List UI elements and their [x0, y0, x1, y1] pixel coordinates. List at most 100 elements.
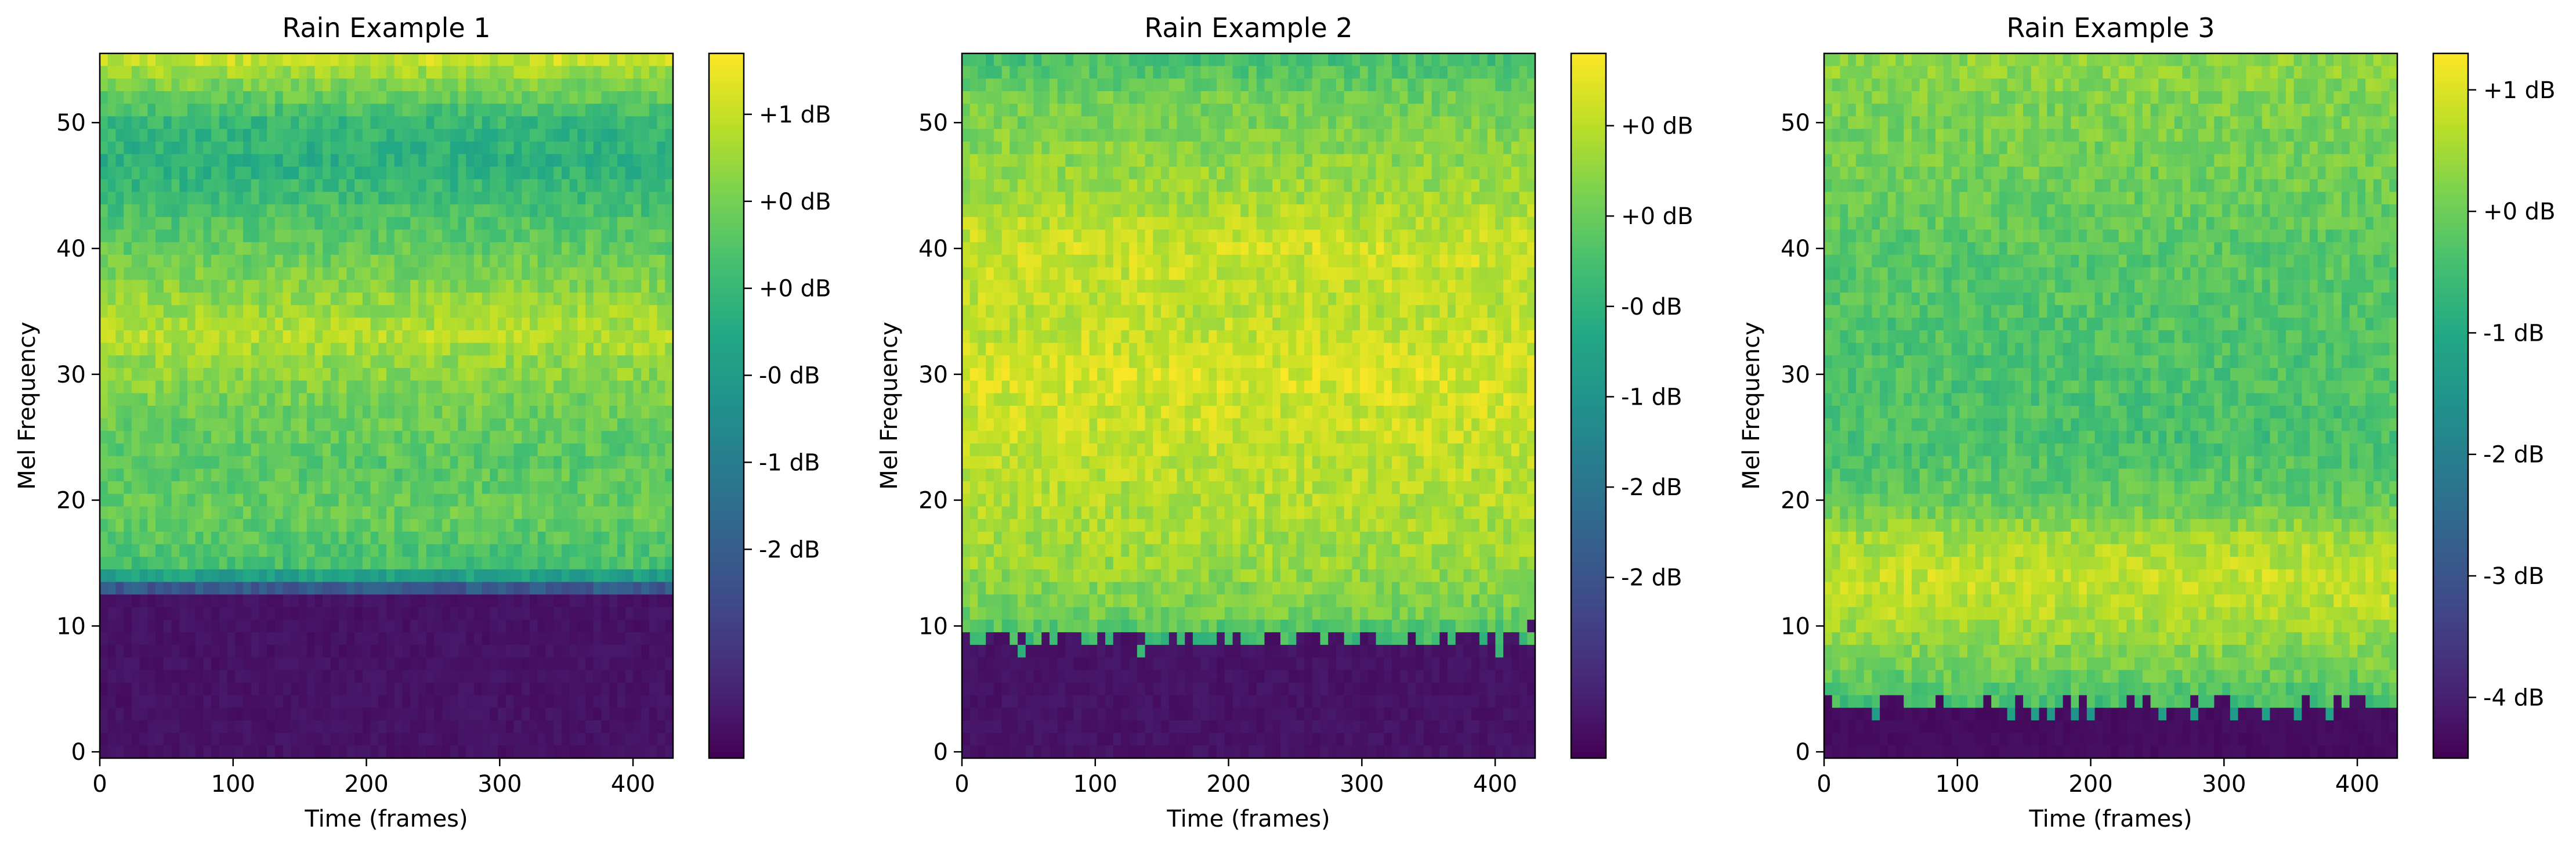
colorbar-step [709, 229, 744, 236]
heatmap-cell [346, 318, 355, 331]
heatmap-cell [625, 619, 634, 633]
heatmap-cell [577, 78, 586, 92]
heatmap-cell [505, 280, 515, 293]
heatmap-cell [1256, 154, 1265, 167]
heatmap-cell [1232, 66, 1242, 80]
heatmap-cell [473, 254, 483, 268]
heatmap-cell [219, 607, 228, 621]
heatmap-cell [545, 582, 554, 595]
heatmap-cell [450, 493, 459, 507]
heatmap-cell [235, 242, 244, 255]
heatmap-cell [466, 708, 475, 721]
heatmap-cell [665, 468, 674, 482]
heatmap-cell [522, 242, 530, 255]
heatmap-cell [641, 632, 650, 646]
heatmap-cell [537, 619, 547, 633]
heatmap-cell [649, 192, 658, 205]
x-tick-label: 100 [211, 771, 255, 798]
heatmap-cell [187, 305, 196, 319]
heatmap-cell [530, 103, 538, 117]
heatmap-cell [585, 192, 594, 205]
heatmap-cell [617, 91, 626, 104]
heatmap-cell [978, 53, 986, 67]
heatmap-cell [131, 632, 140, 646]
heatmap-cell [537, 632, 547, 646]
heatmap-cell [370, 582, 379, 595]
heatmap-cell [314, 682, 324, 696]
heatmap-cell [450, 66, 459, 80]
heatmap-cell [569, 53, 578, 67]
heatmap-cell [195, 594, 204, 608]
heatmap-cell [1399, 53, 1409, 67]
heatmap-cell [283, 280, 292, 293]
heatmap-cell [473, 644, 483, 658]
heatmap-cell [434, 431, 443, 444]
heatmap-cell [522, 506, 530, 520]
heatmap-cell [283, 594, 292, 608]
heatmap-cell [314, 393, 324, 406]
heatmap-cell [1121, 179, 1130, 193]
heatmap-cell [418, 708, 427, 721]
heatmap-cell [370, 179, 379, 193]
heatmap-cell [131, 569, 140, 583]
heatmap-cell [442, 720, 451, 734]
heatmap-cell [633, 78, 642, 92]
heatmap-cell [522, 53, 530, 67]
colorbar-step [709, 399, 744, 406]
heatmap-cell [1448, 154, 1456, 167]
heatmap-cell [314, 607, 324, 621]
heatmap-cell [330, 544, 339, 557]
heatmap-cell [561, 292, 570, 306]
heatmap-cell [235, 406, 244, 419]
heatmap-cell [530, 242, 538, 255]
heatmap-cell [585, 154, 594, 167]
heatmap-cell [513, 531, 523, 545]
heatmap-cell [442, 443, 451, 457]
heatmap-cell [251, 708, 260, 721]
heatmap-cell [522, 280, 530, 293]
heatmap-cell [530, 632, 538, 646]
heatmap-cell [354, 154, 363, 167]
colorbar-step [709, 129, 744, 136]
heatmap-cell [617, 493, 626, 507]
heatmap-cell [187, 682, 196, 696]
heatmap-cell [458, 519, 467, 532]
heatmap-cell [235, 267, 244, 281]
heatmap-cell [124, 456, 132, 470]
heatmap-cell [513, 443, 523, 457]
heatmap-cell [545, 217, 554, 230]
heatmap-cell [458, 103, 467, 117]
heatmap-cell [147, 116, 156, 129]
heatmap-cell [211, 318, 220, 331]
heatmap-cell [362, 431, 371, 444]
heatmap-cell [522, 129, 530, 142]
heatmap-cell [1487, 129, 1496, 142]
heatmap-cell [498, 192, 506, 205]
heatmap-cell [235, 217, 244, 230]
heatmap-cell [657, 254, 666, 268]
heatmap-cell [139, 141, 149, 155]
heatmap-cell [633, 557, 642, 570]
heatmap-cell [306, 91, 316, 104]
heatmap-cell [593, 116, 602, 129]
heatmap-cell [442, 418, 451, 432]
heatmap-cell [378, 443, 387, 457]
heatmap-cell [243, 242, 252, 255]
heatmap-cell [107, 204, 117, 218]
heatmap-cell [633, 745, 642, 759]
heatmap-cell [179, 91, 188, 104]
heatmap-cell [155, 91, 164, 104]
heatmap-cell [513, 493, 523, 507]
heatmap-cell [251, 481, 260, 495]
heatmap-cell [561, 330, 570, 344]
heatmap-cell [1073, 129, 1082, 142]
heatmap-cell [522, 103, 530, 117]
heatmap-cell [1177, 141, 1186, 155]
heatmap-cell [291, 380, 299, 394]
heatmap-cell [203, 569, 212, 583]
heatmap-cell [577, 733, 586, 747]
heatmap-cell [498, 267, 506, 281]
heatmap-cell [211, 380, 220, 394]
heatmap-cell [346, 217, 355, 230]
heatmap-cell [195, 569, 204, 583]
